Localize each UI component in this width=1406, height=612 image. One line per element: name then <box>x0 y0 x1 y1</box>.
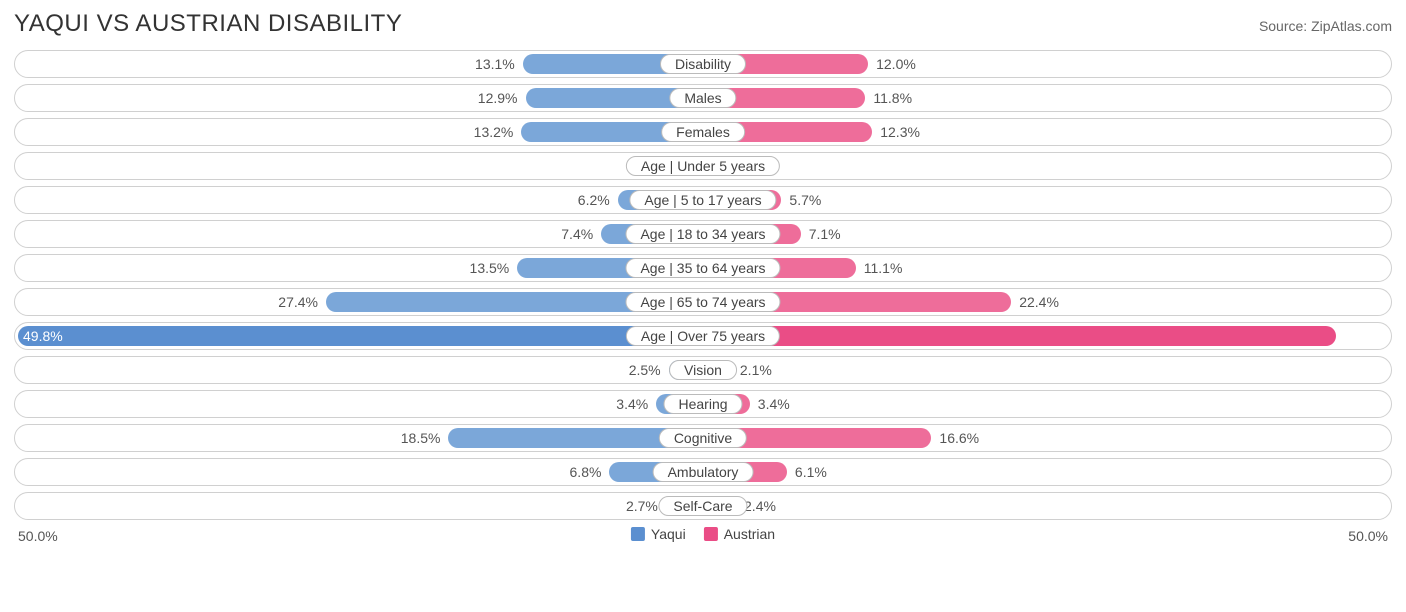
legend-item-austrian: Austrian <box>704 526 775 542</box>
chart-row: 13.5% 11.1% Age | 35 to 64 years <box>14 254 1392 282</box>
value-label-right: 6.1% <box>795 464 827 480</box>
category-label: Males <box>669 88 736 108</box>
category-label: Self-Care <box>658 496 747 516</box>
chart-row: 49.8% 46.0% Age | Over 75 years <box>14 322 1392 350</box>
value-label-right: 7.1% <box>809 226 841 242</box>
category-label: Age | 5 to 17 years <box>629 190 776 210</box>
value-label-right: 16.6% <box>939 430 979 446</box>
legend-swatch-yaqui <box>631 527 645 541</box>
chart-row: 18.5% 16.6% Cognitive <box>14 424 1392 452</box>
value-label-left: 3.4% <box>616 396 648 412</box>
chart-row: 13.2% 12.3% Females <box>14 118 1392 146</box>
value-label-right: 2.1% <box>740 362 772 378</box>
chart-source: Source: ZipAtlas.com <box>1259 18 1392 34</box>
chart-row: 27.4% 22.4% Age | 65 to 74 years <box>14 288 1392 316</box>
bar-left <box>18 326 703 346</box>
value-label-left: 27.4% <box>278 294 318 310</box>
value-label-right: 11.1% <box>864 260 903 276</box>
value-label-left: 13.2% <box>474 124 514 140</box>
bar-right <box>703 326 1336 346</box>
value-label-left: 6.2% <box>578 192 610 208</box>
value-label-left: 49.8% <box>23 328 63 344</box>
legend-label-yaqui: Yaqui <box>651 526 686 542</box>
diverging-bar-chart: 13.1% 12.0% Disability 12.9% 11.8% Males 13.2%… <box>14 50 1392 520</box>
value-label-right: 12.3% <box>880 124 920 140</box>
value-label-right: 12.0% <box>876 56 916 72</box>
category-label: Vision <box>669 360 737 380</box>
value-label-left: 13.1% <box>475 56 515 72</box>
value-label-right: 46.0% <box>1343 328 1383 344</box>
legend-item-yaqui: Yaqui <box>631 526 686 542</box>
category-label: Age | Over 75 years <box>626 326 780 346</box>
chart-row: 13.1% 12.0% Disability <box>14 50 1392 78</box>
value-label-right: 5.7% <box>789 192 821 208</box>
category-label: Age | Under 5 years <box>626 156 780 176</box>
value-label-right: 3.4% <box>758 396 790 412</box>
category-label: Age | 35 to 64 years <box>625 258 780 278</box>
value-label-left: 18.5% <box>401 430 441 446</box>
value-label-left: 2.5% <box>629 362 661 378</box>
category-label: Age | 65 to 74 years <box>625 292 780 312</box>
value-label-left: 6.8% <box>570 464 602 480</box>
value-label-right: 22.4% <box>1019 294 1059 310</box>
chart-title: YAQUI VS AUSTRIAN DISABILITY <box>14 10 402 38</box>
value-label-left: 13.5% <box>470 260 510 276</box>
category-label: Ambulatory <box>653 462 754 482</box>
legend-swatch-austrian <box>704 527 718 541</box>
category-label: Disability <box>660 54 746 74</box>
chart-row: 7.4% 7.1% Age | 18 to 34 years <box>14 220 1392 248</box>
chart-row: 6.8% 6.1% Ambulatory <box>14 458 1392 486</box>
value-label-left: 12.9% <box>478 90 518 106</box>
category-label: Females <box>661 122 745 142</box>
chart-row: 2.5% 2.1%Vision <box>14 356 1392 384</box>
chart-row: 12.9% 11.8% Males <box>14 84 1392 112</box>
chart-row: 1.2%1.4%Age | Under 5 years <box>14 152 1392 180</box>
value-label-right: 2.4% <box>744 498 776 514</box>
chart-row: 6.2% 5.7% Age | 5 to 17 years <box>14 186 1392 214</box>
legend: Yaqui Austrian <box>631 526 775 542</box>
category-label: Age | 18 to 34 years <box>625 224 780 244</box>
category-label: Cognitive <box>659 428 747 448</box>
value-label-right: 11.8% <box>873 90 912 106</box>
axis-max-left: 50.0% <box>18 528 58 544</box>
value-label-left: 7.4% <box>561 226 593 242</box>
axis-max-right: 50.0% <box>1348 528 1388 544</box>
legend-label-austrian: Austrian <box>724 526 775 542</box>
chart-row: 2.7% 2.4%Self-Care <box>14 492 1392 520</box>
value-label-left: 2.7% <box>626 498 658 514</box>
chart-row: 3.4% 3.4% Hearing <box>14 390 1392 418</box>
category-label: Hearing <box>663 394 742 414</box>
